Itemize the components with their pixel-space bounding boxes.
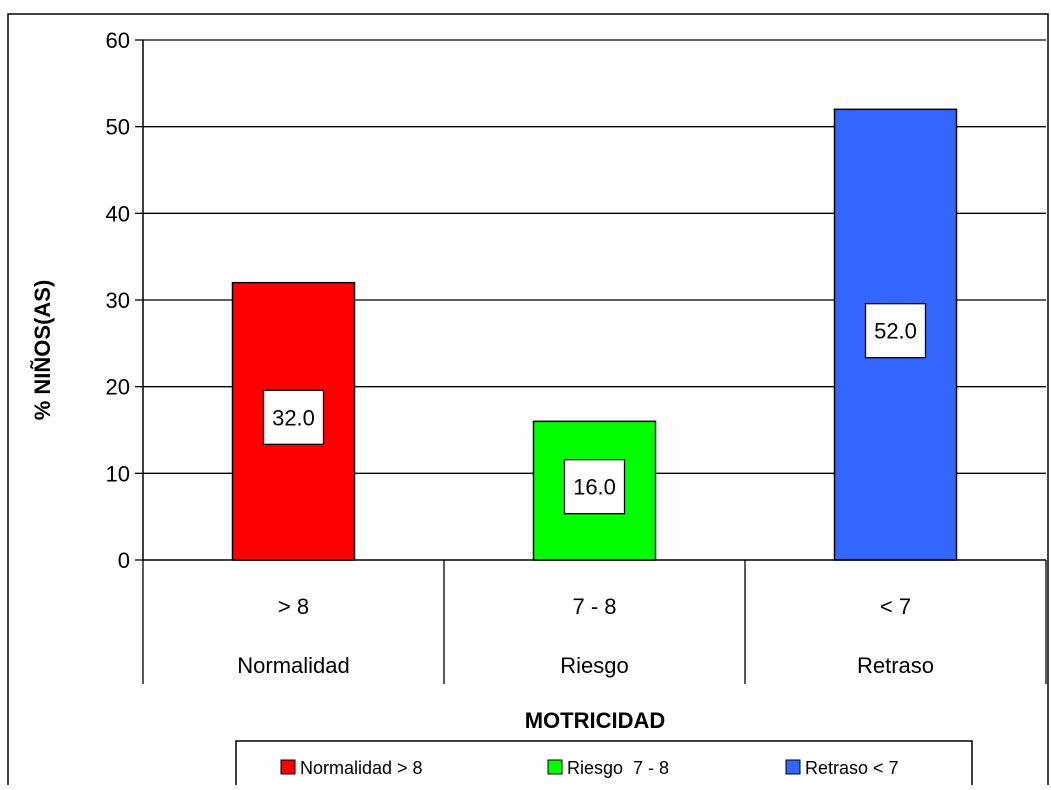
legend: Normalidad > 8 Riesgo 7 - 8 Retraso < 7 xyxy=(235,740,973,790)
x-axis-title: MOTRICIDAD xyxy=(525,708,666,733)
legend-swatch xyxy=(280,759,296,775)
y-tick-label: 0 xyxy=(118,548,130,573)
data-label: 52.0 xyxy=(874,319,917,344)
y-tick-label: 60 xyxy=(106,28,130,53)
data-label-box xyxy=(262,389,325,445)
data-label: 32.0 xyxy=(272,405,315,430)
legend-swatch xyxy=(785,759,801,775)
x-category-label: Retraso xyxy=(857,653,934,678)
legend-label: Normalidad > 8 xyxy=(300,758,423,778)
x-tick-label: < 7 xyxy=(880,594,911,619)
legend-label: Retraso < 7 xyxy=(805,758,899,778)
x-category-label: Normalidad xyxy=(237,653,350,678)
y-tick-label: 20 xyxy=(106,375,130,400)
data-label: 16.0 xyxy=(573,475,616,500)
y-tick-label: 50 xyxy=(106,115,130,140)
y-tick-label: 40 xyxy=(106,201,130,226)
x-tick-label: 7 - 8 xyxy=(572,594,616,619)
y-axis-title: % NIÑOS(AS) xyxy=(30,280,55,421)
x-category-label: Riesgo xyxy=(560,653,628,678)
legend-label: Riesgo 7 - 8 xyxy=(567,758,669,778)
y-tick-label: 10 xyxy=(106,461,130,486)
data-label-box xyxy=(563,459,626,515)
x-tick-label: > 8 xyxy=(278,594,309,619)
legend-swatch xyxy=(547,759,563,775)
data-label-box xyxy=(864,303,927,359)
legend-frame xyxy=(235,740,973,790)
y-tick-label: 30 xyxy=(106,288,130,313)
